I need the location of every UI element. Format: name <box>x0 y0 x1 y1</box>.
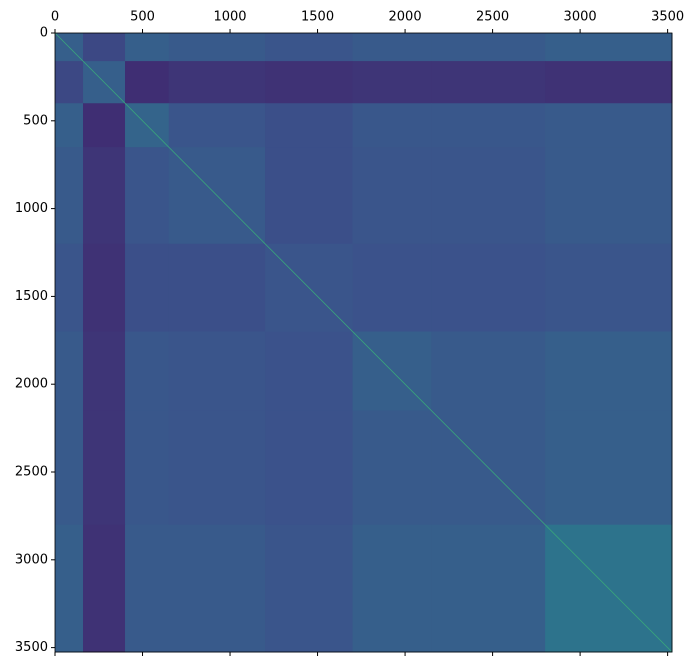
heatmap-cell <box>125 410 170 526</box>
x-tick-label: 0 <box>51 10 59 25</box>
y-tick-label: 3000 <box>15 552 48 567</box>
heatmap-cell <box>431 147 546 245</box>
heatmap-cell <box>352 524 432 653</box>
heatmap-cell <box>545 331 673 412</box>
plot-frame <box>54 32 673 653</box>
y-tick-label: 3500 <box>15 640 48 655</box>
heatmap-cell <box>55 147 84 245</box>
heatmap-cell <box>83 410 126 526</box>
heatmap-cell <box>83 147 126 245</box>
heatmap-cell <box>545 243 673 333</box>
heatmap-cell <box>545 61 673 104</box>
x-tick-label: 1500 <box>301 10 334 25</box>
heatmap-cell <box>352 33 432 62</box>
heatmap-cell <box>431 243 546 333</box>
heatmap-cell <box>168 410 266 526</box>
heatmap-cell <box>125 331 170 412</box>
heatmap-cell <box>352 410 432 526</box>
y-tick-label: 2500 <box>15 465 48 480</box>
heatmap-cell <box>352 103 432 148</box>
heatmap-cell <box>83 243 126 333</box>
heatmap-cell <box>55 243 84 333</box>
heatmap-cell <box>125 61 170 104</box>
heatmap-cell <box>431 103 546 148</box>
diagonal <box>54 32 673 653</box>
y-tick-label: 500 <box>23 113 48 128</box>
heatmap-cell <box>125 147 170 245</box>
heatmap-cell <box>265 61 354 104</box>
heatmap-cell <box>545 410 673 526</box>
heatmap-cell <box>168 61 266 104</box>
x-tick-label: 500 <box>130 10 155 25</box>
heatmap-cell <box>55 61 84 104</box>
heatmap-cell <box>55 103 84 148</box>
x-tick-label: 2000 <box>389 10 422 25</box>
heatmap-cell <box>431 61 546 104</box>
y-tick-label: 1500 <box>15 289 48 304</box>
heatmap-cell <box>265 331 354 412</box>
x-tick-label: 1000 <box>213 10 246 25</box>
heatmap-cell <box>83 103 126 148</box>
heatmap-cell <box>83 331 126 412</box>
x-tick-label: 3500 <box>651 10 684 25</box>
heatmap-cell <box>265 410 354 526</box>
y-tick-label: 2000 <box>15 377 48 392</box>
heatmap-cell <box>83 33 126 62</box>
x-tick-label: 3000 <box>564 10 597 25</box>
y-tick-label: 0 <box>40 26 48 41</box>
y-tick-label: 1000 <box>15 201 48 216</box>
heatmap-cell <box>265 524 354 653</box>
x-tick-label: 2500 <box>476 10 509 25</box>
heatmap-cell <box>55 331 84 412</box>
heatmap-cell <box>545 147 673 245</box>
heatmap-cell <box>168 524 266 653</box>
heatmap-cell <box>545 33 673 62</box>
heatmap-cell <box>83 524 126 653</box>
heatmap-cell <box>168 33 266 62</box>
heatmap-cell <box>55 524 84 653</box>
heatmap-cell <box>125 33 170 62</box>
heatmap-cell <box>168 243 266 333</box>
heatmap-cell <box>125 524 170 653</box>
heatmap-cell <box>352 147 432 245</box>
heatmap-cell <box>168 103 266 148</box>
heatmap-cell <box>431 331 546 412</box>
heatmap-cell <box>431 524 546 653</box>
heatmap-cell <box>265 103 354 148</box>
heatmap-cell <box>545 103 673 148</box>
heatmap-cell <box>352 61 432 104</box>
heatmap-cell <box>265 147 354 245</box>
heatmap-cell <box>168 331 266 412</box>
heatmap-cell <box>265 33 354 62</box>
heatmap-cell <box>352 243 432 333</box>
heatmap-cell <box>125 243 170 333</box>
heatmap-cell <box>431 33 546 62</box>
heatmap-cell <box>55 410 84 526</box>
